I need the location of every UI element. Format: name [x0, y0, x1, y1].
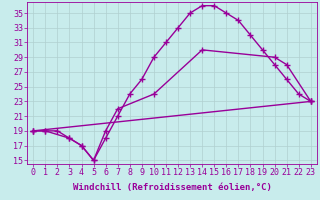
X-axis label: Windchill (Refroidissement éolien,°C): Windchill (Refroidissement éolien,°C) — [73, 183, 271, 192]
